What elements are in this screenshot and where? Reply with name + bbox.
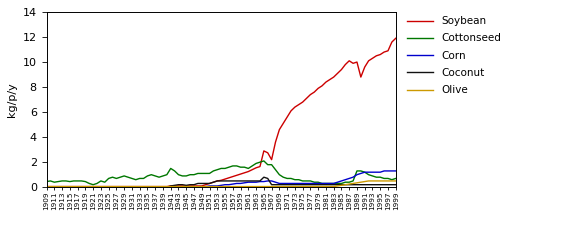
Soybean xyxy=(43,185,50,188)
Coconut xyxy=(132,186,139,189)
Olive xyxy=(388,180,395,182)
Cottonseed xyxy=(388,178,395,181)
Corn xyxy=(338,180,345,182)
Coconut xyxy=(388,183,395,186)
Olive xyxy=(338,184,345,187)
Soybean xyxy=(338,68,345,71)
Corn xyxy=(381,169,388,172)
Coconut xyxy=(125,186,132,189)
Soybean xyxy=(132,185,139,188)
Coconut xyxy=(342,183,349,186)
Cottonseed xyxy=(129,177,136,180)
Coconut xyxy=(385,183,392,186)
Line: Soybean: Soybean xyxy=(47,38,396,186)
Olive xyxy=(132,185,139,188)
Corn xyxy=(388,169,395,172)
Soybean xyxy=(125,185,132,188)
Cottonseed xyxy=(136,177,143,180)
Cottonseed xyxy=(249,164,255,167)
Soybean xyxy=(381,51,388,54)
Cottonseed xyxy=(260,159,267,162)
Soybean xyxy=(86,185,93,188)
Line: Olive: Olive xyxy=(47,181,396,186)
Olive xyxy=(392,180,399,182)
Corn xyxy=(132,186,139,189)
Corn xyxy=(86,186,93,189)
Line: Corn: Corn xyxy=(47,171,396,187)
Corn xyxy=(392,169,399,172)
Y-axis label: kg/p/y: kg/p/y xyxy=(7,82,17,117)
Corn xyxy=(125,186,132,189)
Line: Cottonseed: Cottonseed xyxy=(47,161,396,185)
Soybean xyxy=(385,49,392,52)
Corn xyxy=(385,169,392,172)
Cottonseed xyxy=(392,177,399,180)
Line: Coconut: Coconut xyxy=(47,177,396,187)
Olive xyxy=(86,185,93,188)
Coconut xyxy=(86,186,93,189)
Coconut xyxy=(260,176,267,179)
Coconut xyxy=(392,183,399,186)
Cottonseed xyxy=(86,182,93,185)
Olive xyxy=(365,180,372,182)
Olive xyxy=(43,185,50,188)
Coconut xyxy=(43,186,50,189)
Cottonseed xyxy=(43,180,50,183)
Olive xyxy=(385,180,392,182)
Cottonseed xyxy=(90,183,97,186)
Olive xyxy=(125,185,132,188)
Soybean xyxy=(392,37,399,40)
Corn xyxy=(43,186,50,189)
Cottonseed xyxy=(346,181,353,184)
Legend: Soybean, Cottonseed, Corn, Coconut, Olive: Soybean, Cottonseed, Corn, Coconut, Oliv… xyxy=(403,12,505,100)
